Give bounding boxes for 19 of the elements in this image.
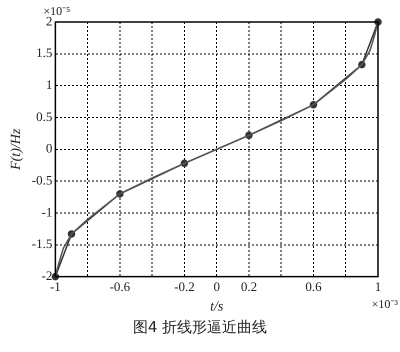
- y-tick-label: 0: [46, 140, 52, 156]
- y-axis-title: F(t)/Hz: [9, 128, 24, 171]
- y-tick-label: 2: [46, 13, 52, 28]
- y-tick-label: -0.5: [32, 172, 52, 188]
- x-tick-label: -0.6: [110, 278, 131, 294]
- y-tick-label: -2: [42, 268, 52, 284]
- x-tick-label: 0: [213, 278, 220, 294]
- x-tick-label: -0.2: [174, 278, 195, 294]
- y-tick-label: -1.5: [32, 236, 52, 252]
- text: ×10⁻³: [372, 296, 398, 311]
- x-tick-label: 1: [374, 278, 382, 294]
- x-tick-label: 0.6: [305, 278, 322, 294]
- x-tick-label: 0.2: [240, 278, 258, 294]
- y-tick-label: 0.5: [36, 108, 52, 124]
- y-tick-label: -1: [42, 204, 52, 220]
- x-axis-title: t/s: [210, 299, 224, 314]
- y-tick-label: 1: [46, 77, 52, 92]
- text: 图4 折线形逼近曲线: [132, 318, 268, 337]
- y-tick-label: 1.5: [36, 45, 52, 60]
